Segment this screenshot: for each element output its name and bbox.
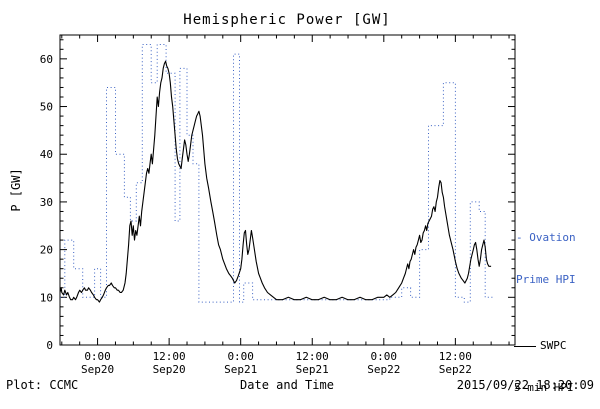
plot-frame [59,34,516,346]
series-ovation-prime-hpi [60,44,493,303]
plot-area: 01020304050600:00Sep2012:00Sep200:00Sep2… [40,34,516,376]
x-tick-date-label: Sep20 [153,363,186,376]
y-tick-label: 50 [40,101,53,114]
legend-ovation-line2: Prime HPI [516,273,576,286]
timestamp: 2015/09/22 18:20:09 [456,378,594,392]
x-tick-date-label: Sep22 [367,363,400,376]
ovation-swatch-dash: - [516,231,523,244]
legend-ovation-prime: - Ovation Prime HPI [516,203,576,301]
legend-swpc-line2: 5-min HPI [514,381,574,394]
legend-ovation-line1: - Ovation [516,231,576,244]
x-tick-date-label: Sep20 [81,363,114,376]
x-tick-date-label: Sep21 [224,363,257,376]
swpc-swatch-line [514,345,536,347]
legend-swpc-line1: SWPC [514,339,574,353]
x-tick-time-label: 12:00 [296,350,329,363]
y-tick-label: 30 [40,196,53,209]
legend-swpc: SWPC 5-min HPI [514,311,574,409]
x-tick-date-label: Sep21 [296,363,329,376]
series-swpc-5min-hpi [59,60,492,303]
chart-title: Hemispheric Power [GW] [183,12,391,28]
y-tick-label: 10 [40,291,53,304]
x-tick-date-label: Sep22 [439,363,472,376]
x-tick-time-label: 12:00 [439,350,472,363]
y-axis-label: P [GW] [9,168,23,212]
x-tick-time-label: 12:00 [153,350,186,363]
plot-credit: Plot: CCMC [6,378,79,392]
y-tick-label: 20 [40,244,53,257]
y-tick-label: 60 [40,53,53,66]
x-axis-label: Date and Time [240,378,334,392]
x-tick-time-label: 0:00 [371,350,398,363]
y-tick-label: 0 [46,339,53,352]
x-tick-time-label: 0:00 [227,350,254,363]
y-tick-label: 40 [40,148,53,161]
x-tick-time-label: 0:00 [84,350,111,363]
